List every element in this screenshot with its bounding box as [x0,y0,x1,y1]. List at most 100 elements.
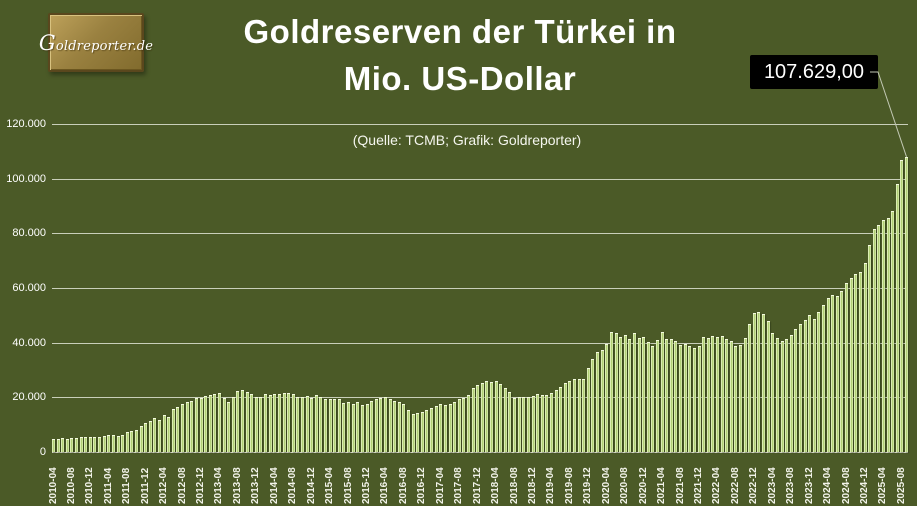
bar [379,398,383,452]
bar [425,410,429,452]
x-axis-tick-label: 2021-12 [693,467,704,504]
x-axis-tick-label: 2014-04 [268,467,280,504]
bar [757,312,761,452]
bar [70,438,74,452]
bar [453,402,457,452]
bar [116,436,120,452]
x-axis-tick-label: 2012-12 [195,467,207,504]
bar [508,392,512,452]
x-axis-tick-label: 2013-12 [250,467,262,504]
bar [393,401,397,452]
bar [872,229,876,452]
bar [563,383,567,452]
bar [573,379,577,452]
x-axis-tick-label: 2024-04 [822,467,834,504]
bar [706,338,710,452]
bar [213,394,217,452]
x-axis-tick-label: 2015-12 [361,467,373,504]
bar [503,388,507,452]
bar [324,399,328,452]
bar [697,346,701,452]
bar [854,274,858,452]
bar [637,338,641,452]
bar [222,398,226,452]
x-axis-tick-label: 2023-12 [803,467,815,504]
bar [568,381,572,452]
bar [669,339,673,452]
gridline [52,233,908,235]
callout-label: 107.629,00 [750,55,878,89]
bar [411,414,415,452]
x-axis-tick-label: 2010-08 [65,467,77,504]
x-axis-tick-label: 2017-08 [453,467,465,504]
bar [734,346,738,452]
bar [181,404,185,452]
bar [241,390,245,452]
bar [683,344,687,452]
bar [476,385,480,452]
bar [93,437,97,452]
bar [416,413,420,452]
bar [296,397,300,452]
bar [466,395,470,452]
bar [499,384,503,452]
bar [877,225,881,452]
bar [351,404,355,452]
bar [490,382,494,452]
bar [61,438,65,452]
bar-series [52,124,908,452]
bar [596,352,600,452]
bar [868,245,872,452]
bar [775,338,779,452]
bar [720,336,724,452]
bar [886,218,890,452]
bar [268,395,272,452]
bar [167,417,171,452]
bar [264,394,268,452]
bar [162,415,166,452]
x-axis-tick-label: 2019-08 [563,467,575,504]
bar [513,398,517,452]
x-axis-tick-label: 2012-04 [158,467,170,504]
bar [715,337,719,452]
x-axis-tick-label: 2016-08 [397,467,409,504]
bar [383,397,387,452]
bar [517,397,521,452]
bar [780,341,784,452]
bar [600,350,604,452]
bar [831,295,835,452]
x-axis-tick-label: 2025-04 [877,467,889,504]
bar [679,345,683,452]
bar [148,421,152,452]
bar [692,348,696,452]
x-axis-tick-label: 2020-12 [637,467,649,504]
x-axis-tick-label: 2020-04 [600,467,612,504]
bar [702,337,706,452]
bar [236,391,240,452]
bar [337,399,341,452]
bar [900,160,904,452]
x-axis-tick-label: 2010-04 [47,467,59,504]
bar [485,381,489,452]
bar [457,399,461,452]
y-axis-tick-label: 60.000 [12,282,46,294]
bar [674,341,678,452]
bar [356,402,360,452]
bar [370,401,374,452]
bar [462,398,466,452]
bar [443,405,447,452]
bar [835,296,839,452]
bar [231,397,235,452]
bar [803,320,807,452]
y-axis-tick-label: 80.000 [12,227,46,240]
bar [826,298,830,452]
bar [287,393,291,452]
bar [402,404,406,452]
bar [333,399,337,452]
gridline [52,124,908,125]
x-axis-tick-label: 2011-08 [121,467,133,504]
bar [725,339,729,452]
x-axis-tick-label: 2016-12 [416,467,428,504]
bar [171,409,175,452]
bar [526,397,530,452]
